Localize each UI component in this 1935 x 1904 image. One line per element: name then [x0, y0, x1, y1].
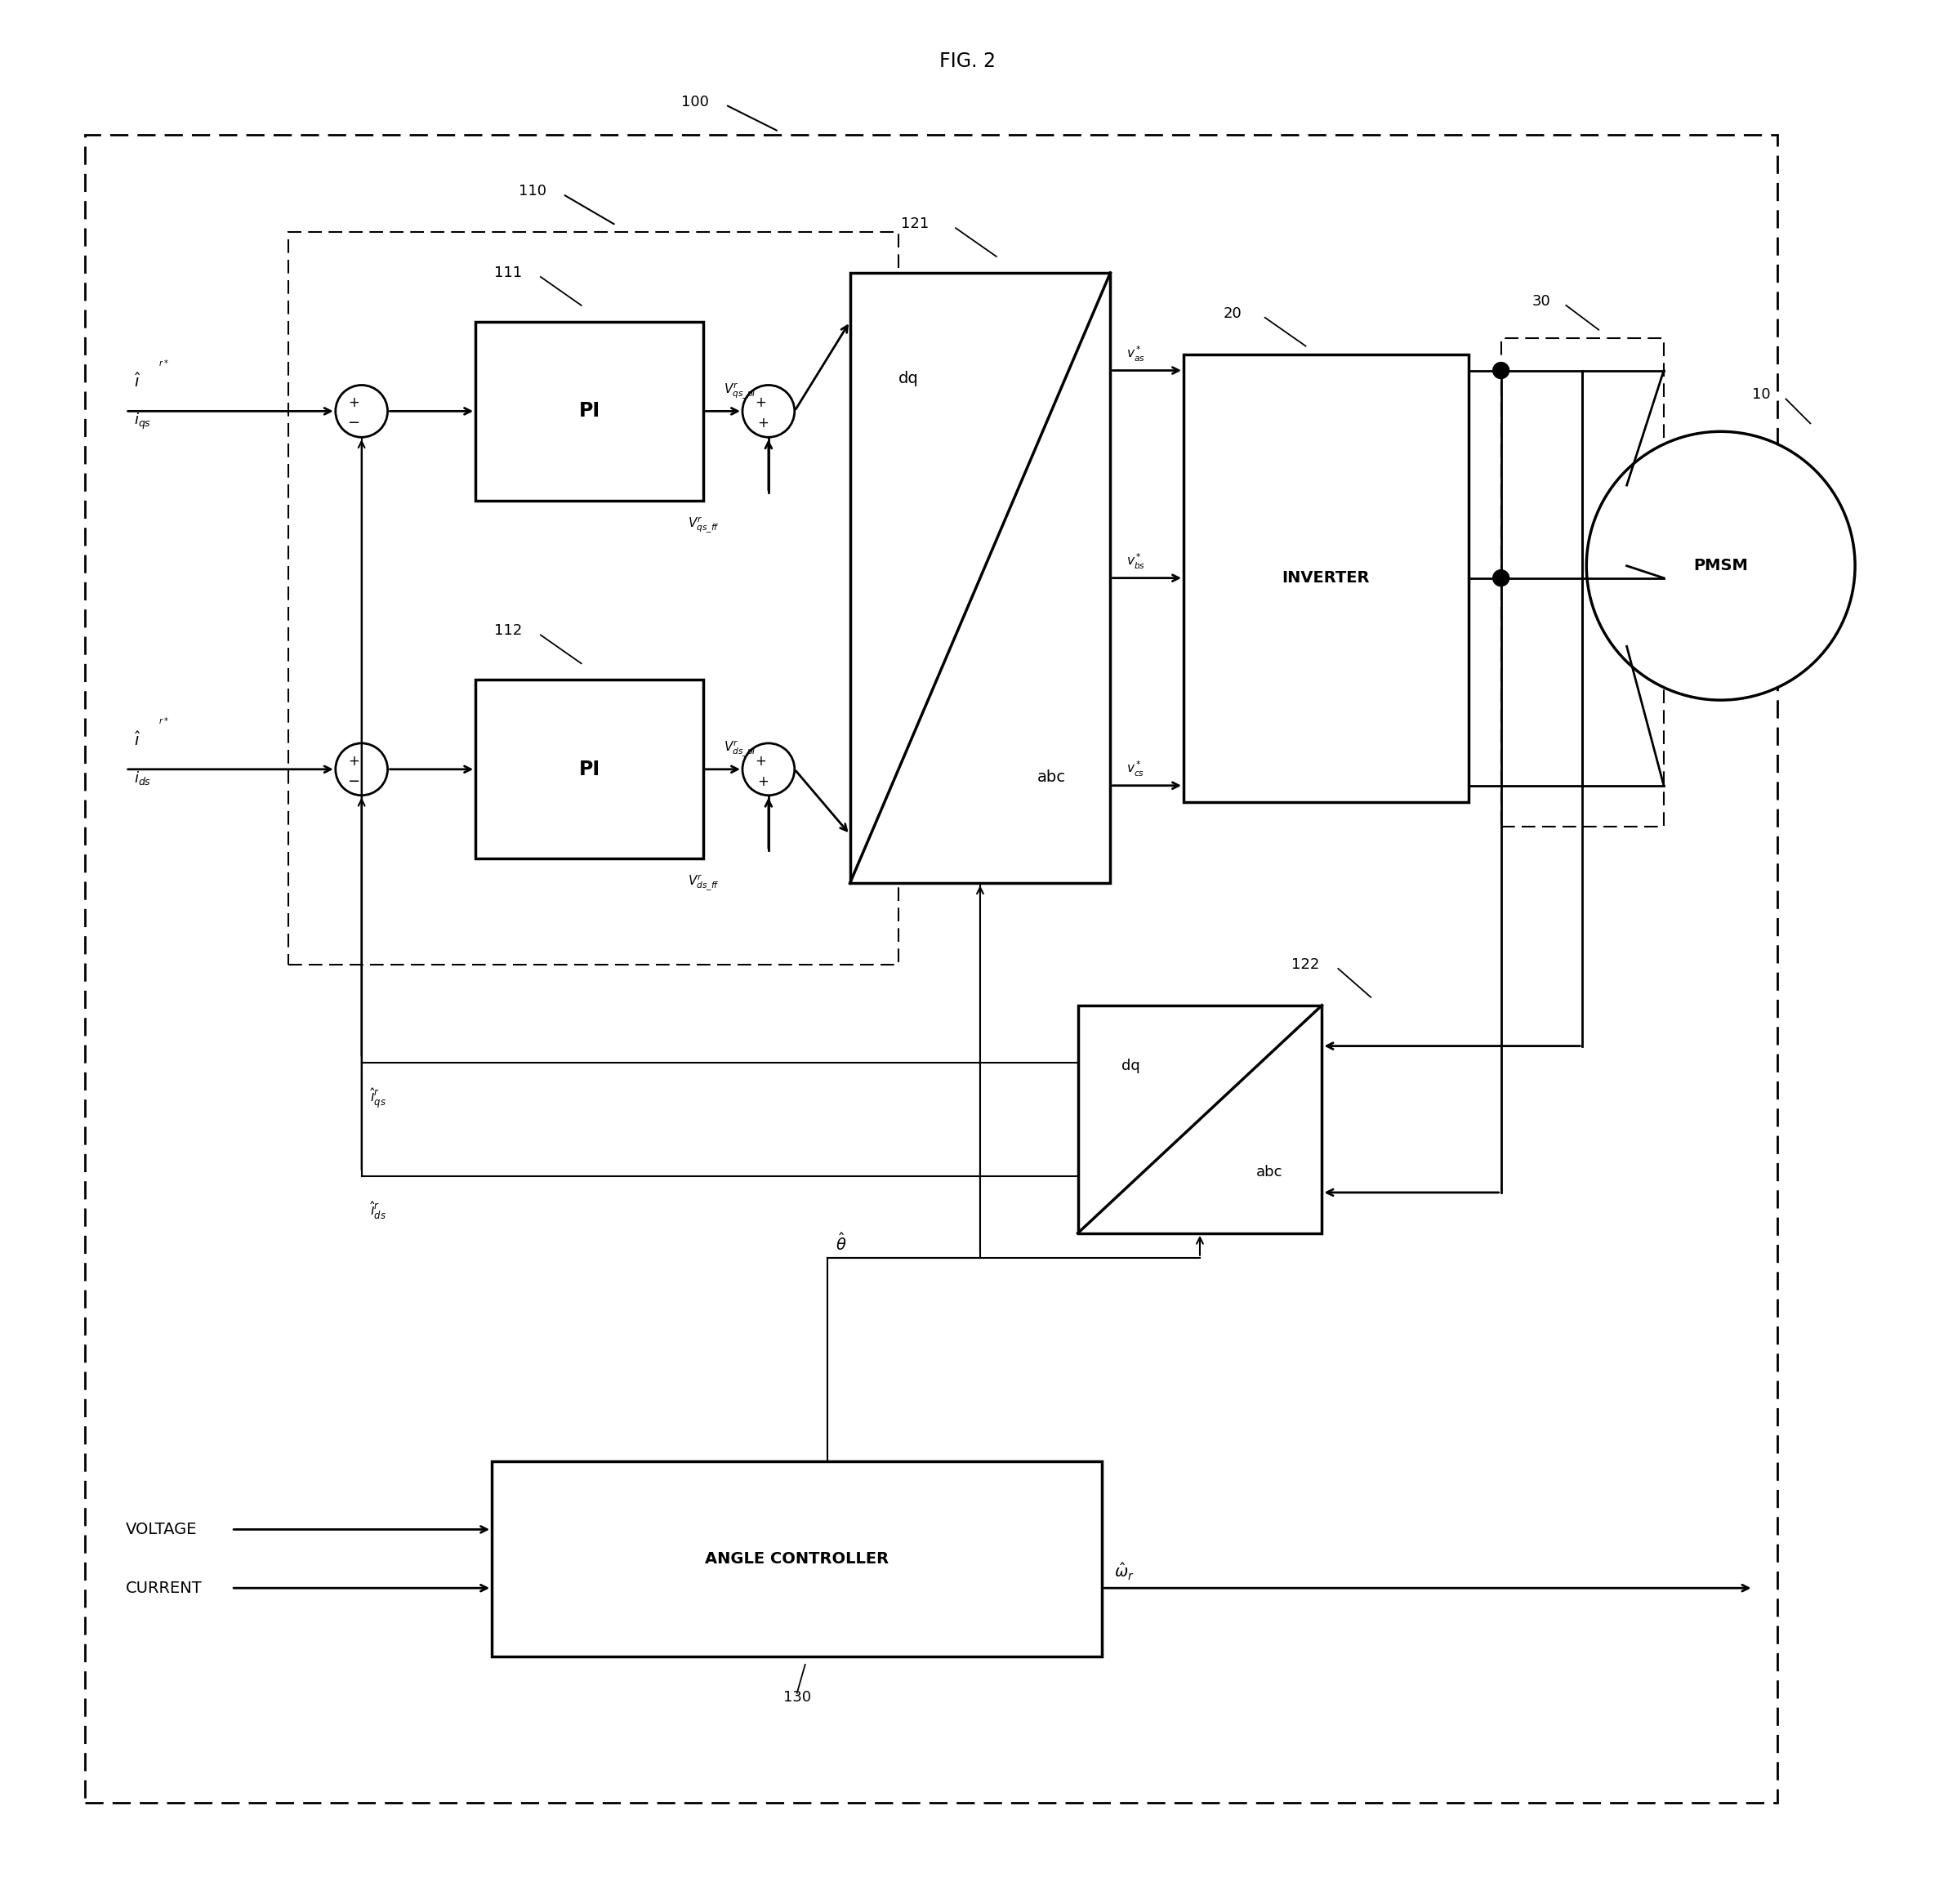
- Text: dq: dq: [898, 371, 919, 387]
- Text: FIG. 2: FIG. 2: [940, 51, 997, 70]
- Bar: [1184, 354, 1469, 802]
- Text: $V^r_{ds\_ff}$: $V^r_{ds\_ff}$: [687, 874, 720, 893]
- Text: VOLTAGE: VOLTAGE: [126, 1521, 197, 1537]
- Text: $\hat{\imath}$: $\hat{\imath}$: [134, 731, 141, 748]
- Circle shape: [335, 385, 387, 438]
- Text: abc: abc: [1256, 1165, 1283, 1179]
- Text: 130: 130: [784, 1689, 811, 1704]
- Text: +: +: [755, 396, 766, 411]
- Text: 111: 111: [493, 265, 522, 280]
- Text: PI: PI: [579, 402, 600, 421]
- Text: 122: 122: [1293, 958, 1320, 971]
- Text: dq: dq: [1122, 1059, 1140, 1074]
- Text: abc: abc: [1037, 769, 1066, 784]
- Text: $\hat{\omega}_r$: $\hat{\omega}_r$: [1115, 1561, 1134, 1582]
- Text: INVERTER: INVERTER: [1283, 571, 1370, 586]
- Text: 10: 10: [1753, 388, 1771, 402]
- Text: $v^*_{cs}$: $v^*_{cs}$: [1126, 760, 1146, 779]
- Text: $^{r*}$: $^{r*}$: [159, 360, 168, 371]
- Circle shape: [335, 743, 387, 796]
- Text: +: +: [755, 754, 766, 769]
- Circle shape: [1494, 569, 1509, 586]
- Text: +: +: [757, 775, 768, 788]
- Text: 121: 121: [902, 217, 929, 230]
- Bar: [1502, 337, 1664, 826]
- Text: 100: 100: [681, 95, 708, 109]
- Bar: [476, 680, 704, 859]
- Bar: [476, 322, 704, 501]
- Text: $i_{qs}$: $i_{qs}$: [134, 411, 151, 430]
- Text: $\hat{\imath}$: $\hat{\imath}$: [134, 373, 141, 390]
- Bar: [288, 232, 898, 965]
- Text: $V^r_{qs\_ff}$: $V^r_{qs\_ff}$: [687, 516, 720, 535]
- Text: 110: 110: [519, 185, 546, 198]
- Text: $\hat{\imath}^r_{qs}$: $\hat{\imath}^r_{qs}$: [370, 1087, 387, 1110]
- Bar: [85, 135, 1778, 1803]
- Text: $\hat{\imath}^r_{ds}$: $\hat{\imath}^r_{ds}$: [370, 1201, 387, 1222]
- Circle shape: [1587, 432, 1856, 701]
- Text: PI: PI: [579, 760, 600, 779]
- Text: 20: 20: [1223, 307, 1242, 322]
- Circle shape: [1494, 362, 1509, 379]
- Circle shape: [743, 385, 795, 438]
- Text: −: −: [346, 415, 360, 430]
- Text: 112: 112: [493, 625, 522, 638]
- Text: $\hat{\theta}$: $\hat{\theta}$: [836, 1232, 848, 1253]
- Text: $v^*_{as}$: $v^*_{as}$: [1126, 345, 1146, 364]
- Text: +: +: [757, 415, 768, 430]
- Text: −: −: [346, 775, 360, 788]
- Bar: [1078, 1005, 1322, 1234]
- Circle shape: [743, 743, 795, 796]
- Text: PMSM: PMSM: [1693, 558, 1747, 573]
- Text: +: +: [348, 754, 360, 769]
- Text: 30: 30: [1533, 293, 1552, 308]
- Bar: [491, 1460, 1103, 1656]
- Text: $V^r_{qs\_pi}$: $V^r_{qs\_pi}$: [724, 381, 757, 400]
- Text: ANGLE CONTROLLER: ANGLE CONTROLLER: [704, 1552, 888, 1567]
- Text: CURRENT: CURRENT: [126, 1580, 201, 1596]
- Bar: [849, 272, 1111, 883]
- Text: $i_{ds}$: $i_{ds}$: [134, 769, 151, 786]
- Text: $v^*_{bs}$: $v^*_{bs}$: [1126, 552, 1146, 571]
- Text: +: +: [348, 396, 360, 411]
- Text: $V^r_{ds\_pi}$: $V^r_{ds\_pi}$: [724, 739, 757, 760]
- Text: $^{r*}$: $^{r*}$: [159, 718, 168, 729]
